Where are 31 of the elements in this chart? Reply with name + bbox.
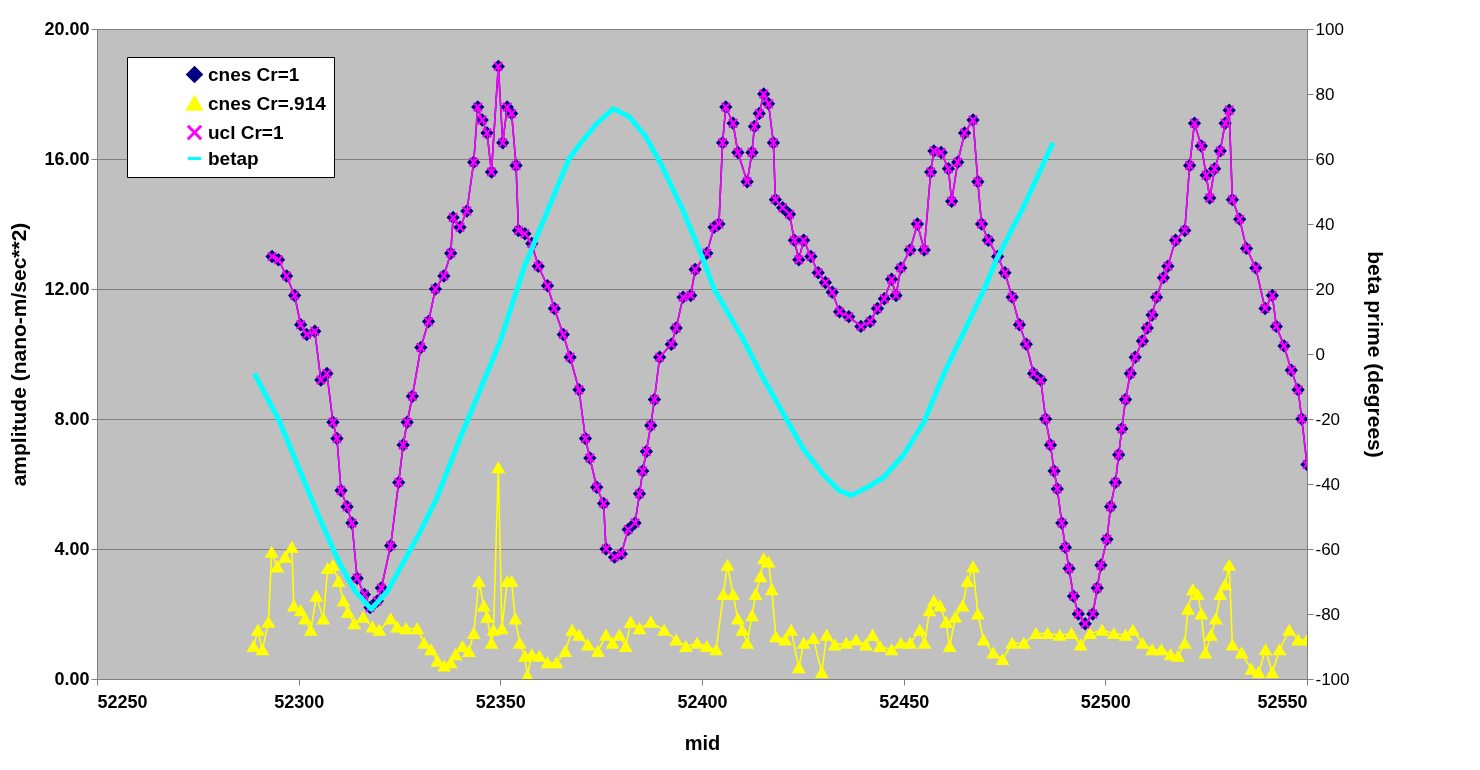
y2-tick-label: -20	[1315, 409, 1341, 429]
y-tick-label: 0.00	[54, 668, 90, 689]
y2-tick-label: -100	[1315, 669, 1350, 689]
y-tick-label: 12.00	[44, 278, 90, 299]
y-tick-label: 8.00	[54, 408, 90, 429]
x-tick-label: 52350	[475, 691, 526, 712]
x-tick-label: 52550	[1257, 691, 1308, 712]
x-tick-label: 52400	[677, 691, 728, 712]
y-tick-label: 20.00	[44, 18, 90, 39]
y2-tick-label: 80	[1315, 84, 1335, 104]
y2-axis-title: beta prime (degrees)	[1363, 251, 1387, 458]
y-tick-label: 16.00	[44, 148, 90, 169]
y-axis-title: amplitude (nano-m/sec**2)	[7, 222, 31, 487]
y2-tick-label: -80	[1315, 604, 1341, 624]
x-tick-label: 52300	[274, 691, 325, 712]
x-tick-label: 52500	[1080, 691, 1131, 712]
y2-tick-label: -40	[1315, 474, 1341, 494]
y2-tick-label: -60	[1315, 539, 1341, 559]
y2-tick-label: 100	[1315, 19, 1344, 39]
legend-label: cnes Cr=1	[208, 63, 300, 85]
y2-tick-label: 40	[1315, 214, 1335, 234]
x-axis-title: mid	[684, 731, 721, 754]
y2-tick-label: 60	[1315, 149, 1335, 169]
y2-tick-label: 0	[1315, 344, 1325, 364]
legend-label: betap	[208, 147, 259, 169]
y2-tick-label: 20	[1315, 279, 1335, 299]
y-tick-label: 4.00	[54, 538, 90, 559]
x-tick-label: 52250	[97, 691, 148, 712]
legend-label: ucl Cr=1	[208, 121, 284, 143]
x-tick-label: 52450	[879, 691, 930, 712]
legend-label: cnes Cr=.914	[208, 92, 327, 114]
